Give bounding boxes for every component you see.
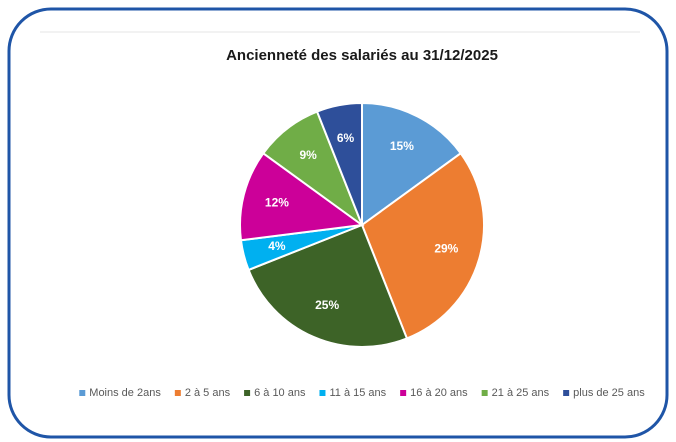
legend-swatch xyxy=(79,390,86,396)
chart-title: Ancienneté des salariés au 31/12/2025 xyxy=(226,47,498,64)
legend-swatch xyxy=(174,390,181,396)
legend-swatch xyxy=(563,390,570,396)
legend-label: 6 à 10 ans xyxy=(254,387,306,399)
legend-swatch xyxy=(400,390,407,396)
legend-label: plus de 25 ans xyxy=(573,387,645,399)
legend-swatch xyxy=(244,390,251,396)
data-label: 6% xyxy=(337,131,355,145)
legend-label: 11 à 15 ans xyxy=(329,387,386,399)
legend-swatch xyxy=(319,390,326,396)
data-label: 15% xyxy=(390,139,414,153)
data-label: 9% xyxy=(299,148,317,162)
data-label: 12% xyxy=(265,195,289,209)
legend-label: 21 à 25 ans xyxy=(492,387,550,399)
pie-slice xyxy=(361,101,463,227)
legend-label: 16 à 20 ans xyxy=(410,387,468,399)
pie-slice xyxy=(360,151,485,340)
legend-label: Moins de 2ans xyxy=(89,387,161,399)
data-label: 25% xyxy=(315,298,339,312)
pie-slice xyxy=(315,101,363,226)
legend-swatch xyxy=(481,390,488,396)
data-label: 29% xyxy=(434,242,458,256)
legend-label: 2 à 5 ans xyxy=(185,387,231,399)
pie-slice xyxy=(247,223,409,348)
pie-slice xyxy=(239,151,365,242)
data-label: 4% xyxy=(268,239,286,253)
